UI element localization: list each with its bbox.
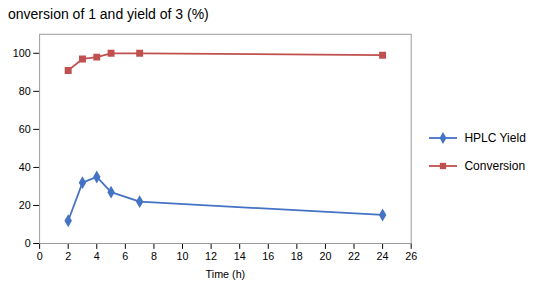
svg-text:0: 0 <box>25 237 31 249</box>
svg-text:16: 16 <box>262 250 274 262</box>
svg-text:100: 100 <box>13 47 31 59</box>
svg-text:14: 14 <box>234 250 246 262</box>
svg-text:24: 24 <box>377 250 389 262</box>
svg-text:20: 20 <box>319 250 331 262</box>
html-text:onversion of 1 and yield of 3: onversion of 1 and yield of 3 (%) <box>8 6 209 22</box>
svg-text:6: 6 <box>122 250 128 262</box>
svg-text:0: 0 <box>37 250 43 262</box>
svg-text:Time (h): Time (h) <box>206 268 246 280</box>
svg-text:80: 80 <box>19 85 31 97</box>
svg-text:20: 20 <box>19 199 31 211</box>
svg-text:22: 22 <box>348 250 360 262</box>
html-text:HPLC Yield: HPLC Yield <box>464 131 526 146</box>
svg-text:40: 40 <box>19 161 31 173</box>
svg-text:2: 2 <box>65 250 71 262</box>
svg-text:26: 26 <box>405 250 417 262</box>
svg-text:18: 18 <box>291 250 303 262</box>
svg-text:60: 60 <box>19 123 31 135</box>
svg-text:4: 4 <box>94 250 100 262</box>
svg-text:8: 8 <box>151 250 157 262</box>
svg-text:10: 10 <box>177 250 189 262</box>
svg-text:12: 12 <box>205 250 217 262</box>
html-text:Conversion: Conversion <box>464 159 526 174</box>
